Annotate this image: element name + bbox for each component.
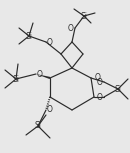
Text: O: O (68, 24, 74, 32)
Text: Si: Si (12, 75, 20, 84)
Text: Si: Si (34, 121, 41, 131)
Text: O: O (47, 106, 53, 114)
Text: Si: Si (25, 32, 32, 41)
Text: O: O (95, 73, 101, 82)
Polygon shape (36, 74, 50, 79)
Text: O: O (97, 93, 103, 101)
Text: O: O (47, 37, 53, 47)
Text: Si: Si (115, 84, 122, 93)
Text: O: O (97, 78, 103, 86)
Text: Si: Si (80, 11, 87, 21)
Text: O: O (37, 69, 43, 78)
